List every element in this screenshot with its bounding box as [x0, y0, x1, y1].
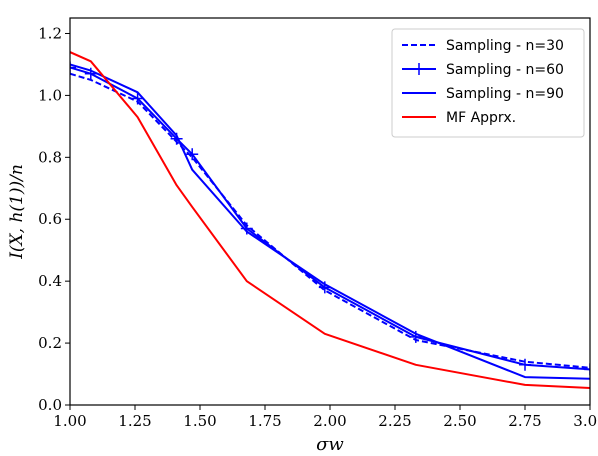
series-layer — [70, 51, 590, 389]
series-line-3 — [70, 51, 590, 389]
x-tick-label: 1.75 — [248, 412, 281, 430]
y-tick-label: 0.6 — [38, 210, 62, 228]
legend-label-3: MF Apprx. — [446, 110, 516, 126]
y-tick-label: 0.2 — [38, 334, 62, 352]
legend-label-2: Sampling - n=90 — [446, 86, 564, 102]
y-tick-label: 0.8 — [38, 148, 62, 166]
series-1-point — [186, 148, 199, 161]
y-tick-label: 0.0 — [38, 396, 62, 414]
y-tick-label: 1.0 — [38, 86, 62, 104]
series-line-2 — [70, 63, 590, 380]
series-1-point — [584, 363, 590, 376]
legend-label-0: Sampling - n=30 — [446, 38, 564, 54]
y-axis-label: I(X, h(1))/n — [7, 164, 27, 260]
series-1-point — [519, 358, 531, 371]
x-tick-label: 3.00 — [573, 412, 598, 430]
x-tick-label: 2.25 — [378, 412, 411, 430]
y-tick-label: 0.4 — [38, 272, 62, 290]
legend: Sampling - n=30 Sampling - n=60 Sampling -… — [391, 28, 585, 138]
legend-box — [391, 28, 585, 138]
x-tick-label: 1.25 — [118, 412, 151, 430]
ticks-layer: 1.00 1.25 1.50 1.75 2.00 2.25 2.50 2.75 3.00 0.0 0… — [38, 24, 598, 430]
series-1-point — [131, 92, 144, 105]
x-tick-label: 2.00 — [313, 412, 346, 430]
series-1-point — [70, 61, 76, 74]
x-tick-label: 1.50 — [183, 412, 216, 430]
x-tick-label: 1.00 — [53, 412, 86, 430]
y-tick-label: 1.2 — [38, 24, 62, 42]
x-axis-label: σw — [316, 434, 344, 455]
x-tick-label: 2.50 — [443, 412, 476, 430]
series-line-1 — [70, 66, 590, 371]
x-tick-label: 2.75 — [508, 412, 541, 430]
legend-label-1: Sampling - n=60 — [446, 62, 564, 78]
